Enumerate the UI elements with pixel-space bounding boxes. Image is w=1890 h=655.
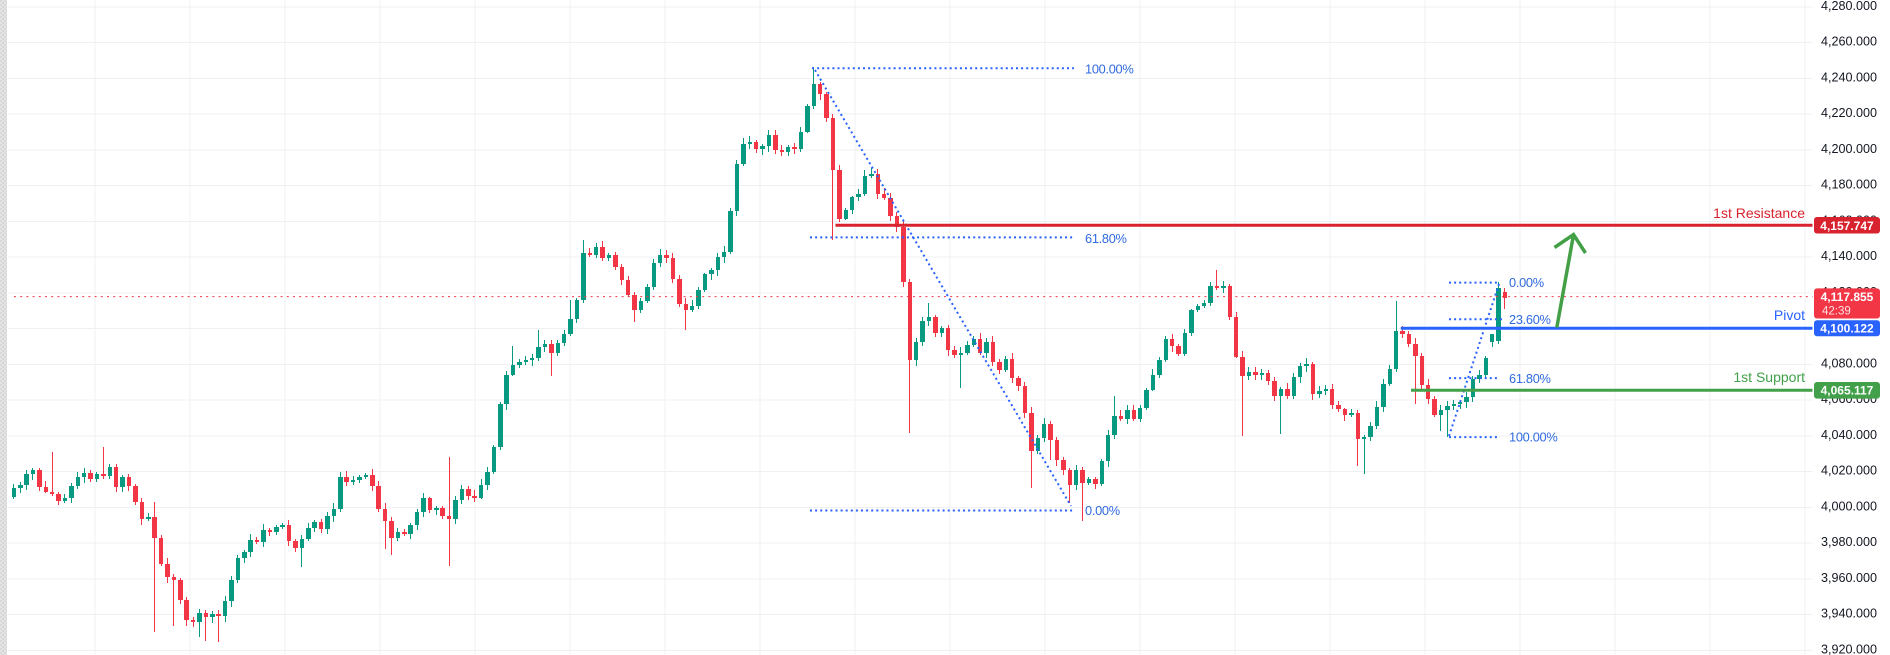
svg-text:3,940.000: 3,940.000 bbox=[1821, 607, 1877, 621]
svg-text:3,980.000: 3,980.000 bbox=[1821, 535, 1877, 549]
svg-text:4,220.000: 4,220.000 bbox=[1821, 106, 1877, 120]
svg-text:4,080.000: 4,080.000 bbox=[1821, 356, 1877, 370]
svg-text:0.00%: 0.00% bbox=[1085, 503, 1120, 518]
svg-text:0.00%: 0.00% bbox=[1509, 275, 1544, 290]
svg-text:23.60%: 23.60% bbox=[1509, 312, 1551, 327]
svg-text:4,180.000: 4,180.000 bbox=[1821, 178, 1877, 192]
svg-text:100.00%: 100.00% bbox=[1509, 430, 1557, 445]
svg-text:42:39: 42:39 bbox=[1822, 305, 1851, 317]
svg-text:1st Support: 1st Support bbox=[1733, 369, 1805, 385]
svg-text:4,065.117: 4,065.117 bbox=[1821, 384, 1874, 398]
svg-text:4,117.855: 4,117.855 bbox=[1821, 290, 1874, 304]
svg-text:4,200.000: 4,200.000 bbox=[1821, 142, 1877, 156]
svg-text:3,920.000: 3,920.000 bbox=[1821, 642, 1877, 655]
svg-text:3,960.000: 3,960.000 bbox=[1821, 571, 1877, 585]
svg-text:4,020.000: 4,020.000 bbox=[1821, 464, 1877, 478]
svg-text:1st Resistance: 1st Resistance bbox=[1713, 205, 1805, 221]
svg-text:4,100.122: 4,100.122 bbox=[1820, 322, 1874, 336]
svg-text:100.00%: 100.00% bbox=[1085, 62, 1133, 77]
svg-text:4,240.000: 4,240.000 bbox=[1821, 70, 1877, 84]
svg-text:4,040.000: 4,040.000 bbox=[1821, 428, 1877, 442]
svg-text:4,000.000: 4,000.000 bbox=[1821, 499, 1877, 513]
svg-text:Pivot: Pivot bbox=[1774, 307, 1805, 323]
svg-text:4,157.747: 4,157.747 bbox=[1820, 219, 1874, 233]
svg-text:4,140.000: 4,140.000 bbox=[1821, 249, 1877, 263]
svg-text:4,260.000: 4,260.000 bbox=[1821, 35, 1877, 49]
svg-text:61.80%: 61.80% bbox=[1509, 371, 1551, 386]
svg-text:4,280.000: 4,280.000 bbox=[1821, 0, 1877, 13]
svg-text:61.80%: 61.80% bbox=[1085, 231, 1127, 246]
